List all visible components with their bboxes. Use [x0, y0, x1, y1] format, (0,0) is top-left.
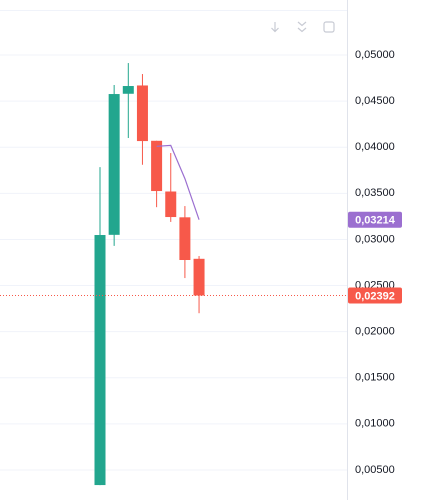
- maximize-icon[interactable]: [323, 21, 335, 33]
- price-tag-label: 0,03214: [355, 215, 396, 227]
- indicator-line: [156, 144, 200, 220]
- y-tick-label: 0,04500: [355, 95, 395, 107]
- candle-body: [165, 191, 177, 218]
- y-tick-label: 0,04000: [355, 141, 395, 153]
- price-tag: [348, 287, 402, 304]
- candle-body: [108, 94, 120, 235]
- candle-body: [179, 217, 191, 261]
- price-tag: [348, 211, 402, 228]
- y-tick-label: 0,00500: [355, 464, 395, 476]
- candle-body: [122, 86, 134, 94]
- y-tick-label: 0,02000: [355, 326, 395, 338]
- candle-body: [94, 235, 106, 486]
- y-tick-label: 0,01500: [355, 372, 395, 384]
- y-tick-label: 0,05000: [355, 49, 395, 61]
- candle-body: [136, 85, 148, 142]
- candle-body: [193, 258, 205, 296]
- price-tag-label: 0,02392: [355, 290, 395, 302]
- y-tick-label: 0,03000: [355, 233, 395, 245]
- y-tick-label: 0,01000: [355, 418, 395, 430]
- toolbar[interactable]: [271, 21, 335, 33]
- scroll-down-icon[interactable]: [271, 22, 279, 33]
- y-tick-label: 0,03500: [355, 187, 395, 199]
- collapse-icon[interactable]: [297, 21, 307, 33]
- candle-body: [151, 140, 163, 192]
